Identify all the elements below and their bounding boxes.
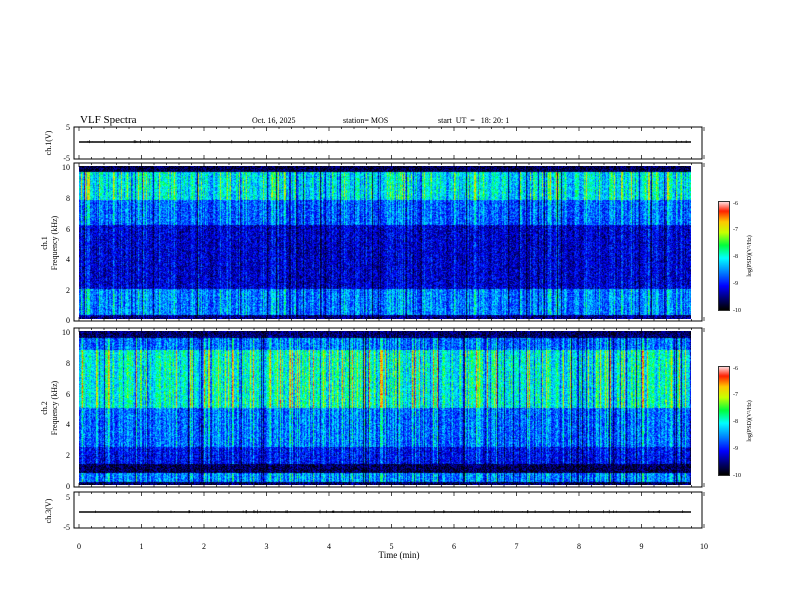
ch3-ytick-top: 5 [66,493,70,502]
ch2-spectrogram [79,331,691,485]
ch1-spectrogram [79,166,691,319]
ch2-spec-ytick: 10 [62,328,70,337]
date-label: Oct. 16, 2025 [252,116,296,125]
x-axis-ticks [78,127,705,528]
ch1-spectrogram-frame [73,162,703,322]
ch1-colorbar [719,202,729,310]
ch2-colorbar-label: log(PSD)(V²/Hz) [746,400,753,441]
ch1-spec-ytick: 4 [66,255,70,264]
ch1-waveform-frame [73,126,703,160]
ch2-cbar-tick: -6 [733,366,738,372]
ch1-spec-ytick: 10 [62,163,70,172]
x-axis-title: Time (min) [379,550,420,560]
figure-title: VLF Spectra [80,114,137,126]
ch1-colorbar-label: log(PSD)(V²/Hz) [746,235,753,276]
x-tick-label: 9 [640,542,644,551]
x-tick-label: 0 [77,542,81,551]
x-tick-label: 5 [390,542,394,551]
ch1-ytick-bottom: -5 [63,154,70,163]
ch2-cbar-tick: -7 [733,392,738,398]
x-tick-label: 2 [202,542,206,551]
ch1-spec-ytick: 8 [66,194,70,203]
ch2-colorbar-frame [718,366,730,476]
x-tick-label: 7 [515,542,519,551]
ch2-cbar-tick: -10 [733,473,741,479]
ch2-spec-ytick: 8 [66,359,70,368]
ch2-cbar-tick: -9 [733,446,738,452]
ch2-colorbar [719,367,729,475]
ch1-spec-ytick: 6 [66,225,70,234]
station-label: station= MOS [343,116,388,125]
ch2-spec-ytick: 4 [66,420,70,429]
ch3-waveform-noise [95,509,685,514]
ch1-spec-ytick: 0 [66,316,70,325]
start-time-label: start UT = 18: 20: 1 [438,116,509,125]
ch1-cbar-tick: -6 [733,201,738,207]
ch1-waveform-noise [87,139,691,144]
ch1-colorbar-frame [718,201,730,311]
ch2-spectrogram-ylabel-channel: ch.2 [40,401,49,415]
ch1-spectrogram-ylabel-channel: ch.1 [40,236,49,250]
ch1-waveform-ylabel: ch.1(V) [44,130,53,155]
ch2-spectrogram-frame [73,327,703,488]
x-tick-label: 3 [265,542,269,551]
x-tick-label: 8 [577,542,581,551]
ch3-waveform-ylabel: ch.3(V) [44,498,53,523]
ch1-cbar-tick: -10 [733,308,741,314]
x-tick-label: 4 [327,542,331,551]
ch1-cbar-tick: -7 [733,227,738,233]
ch2-spec-ytick: 6 [66,390,70,399]
ch1-spectrogram-ylabel: Frequency (kHz) [50,215,59,270]
ch2-cbar-tick: -8 [733,419,738,425]
ch1-cbar-tick: -9 [733,281,738,287]
ch1-cbar-tick: -8 [733,254,738,260]
x-tick-label: 6 [452,542,456,551]
x-tick-label: 10 [700,542,708,551]
ch2-spec-ytick: 0 [66,482,70,491]
ch1-spec-ytick: 2 [66,286,70,295]
ch1-ytick-top: 5 [66,123,70,132]
x-tick-label: 1 [140,542,144,551]
ch2-spec-ytick: 2 [66,451,70,460]
ch2-spectrogram-ylabel: Frequency (kHz) [50,380,59,435]
ch3-waveform-frame [73,491,703,529]
ch3-ytick-bottom: -5 [63,523,70,532]
